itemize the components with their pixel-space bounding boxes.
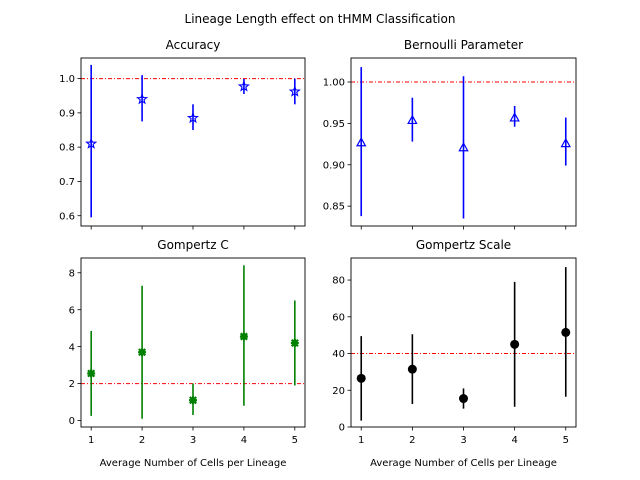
y-tick-label: 80 <box>332 276 345 287</box>
data-point <box>237 80 250 92</box>
subplot-title: Gompertz Scale <box>416 238 511 252</box>
x-tick-label: 4 <box>241 435 247 446</box>
x-axis-label: Average Number of Cells per Lineage <box>370 458 557 469</box>
x-axis-label: Average Number of Cells per Lineage <box>100 458 287 469</box>
y-tick-label: 0.7 <box>59 177 75 188</box>
figure-title: Lineage Length effect on tHMM Classifica… <box>185 12 456 26</box>
data-point <box>85 137 98 149</box>
y-tick-label: 0.8 <box>59 143 75 154</box>
x-tick-label: 4 <box>511 435 517 446</box>
subplot-3: Gompertz C 0 2 4 6 8 1 2 3 4 5 Average Number of Ce… <box>69 238 306 469</box>
subplot-4: Gompertz Scale 0 20 40 60 80 1 2 3 4 5 Average Numb… <box>332 238 577 469</box>
x-tick-label: 3 <box>190 435 196 446</box>
data-point <box>87 369 96 378</box>
y-tick-label: 0 <box>69 416 75 427</box>
data-point <box>189 396 197 405</box>
x-tick-label: 3 <box>460 435 466 446</box>
y-tick-label: 8 <box>69 268 75 279</box>
data-point <box>509 112 520 122</box>
x-tick-label: 5 <box>563 435 569 446</box>
y-tick-label: 0.85 <box>323 202 345 213</box>
y-tick-label: 1.00 <box>323 78 345 89</box>
x-tick-label: 2 <box>409 435 415 446</box>
subplot-1: Accuracy 0.6 0.7 0.8 0.9 1.0 <box>59 38 306 230</box>
data-point <box>138 348 147 357</box>
data-point <box>459 394 468 404</box>
y-tick-label: 0.6 <box>59 211 75 222</box>
data-point <box>407 364 417 374</box>
y-tick-label: 60 <box>332 312 345 323</box>
y-tick-label: 20 <box>332 386 345 397</box>
data-point <box>136 92 149 105</box>
y-tick-label: 2 <box>69 379 75 390</box>
data-point <box>561 327 571 337</box>
subplot-title: Bernoulli Parameter <box>404 38 523 52</box>
data-point <box>288 85 301 97</box>
y-tick-label: 0.9 <box>59 108 75 119</box>
data-point <box>510 339 520 349</box>
data-point <box>407 114 418 125</box>
x-tick-label: 2 <box>139 435 145 446</box>
x-tick-label: 1 <box>88 435 94 446</box>
data-point <box>290 338 299 347</box>
y-tick-label: 1.0 <box>59 74 75 85</box>
subplot-title: Gompertz C <box>157 238 228 252</box>
data-point <box>458 141 469 152</box>
data-point <box>239 332 248 341</box>
x-tick-label: 1 <box>358 435 364 446</box>
data-point <box>560 137 571 148</box>
data-point <box>356 373 366 383</box>
y-tick-label: 0 <box>339 423 345 434</box>
data-point <box>356 136 367 147</box>
y-tick-label: 40 <box>332 349 345 360</box>
y-tick-label: 0.90 <box>323 160 345 171</box>
y-tick-label: 6 <box>69 305 75 316</box>
subplot-2: Bernoulli Parameter 0.85 0.90 0.95 1.00 <box>323 38 577 230</box>
data-point <box>186 111 200 124</box>
subplot-title: Accuracy <box>166 38 221 52</box>
y-tick-label: 0.95 <box>323 119 345 130</box>
y-tick-label: 4 <box>69 342 75 353</box>
x-tick-label: 5 <box>292 435 298 446</box>
